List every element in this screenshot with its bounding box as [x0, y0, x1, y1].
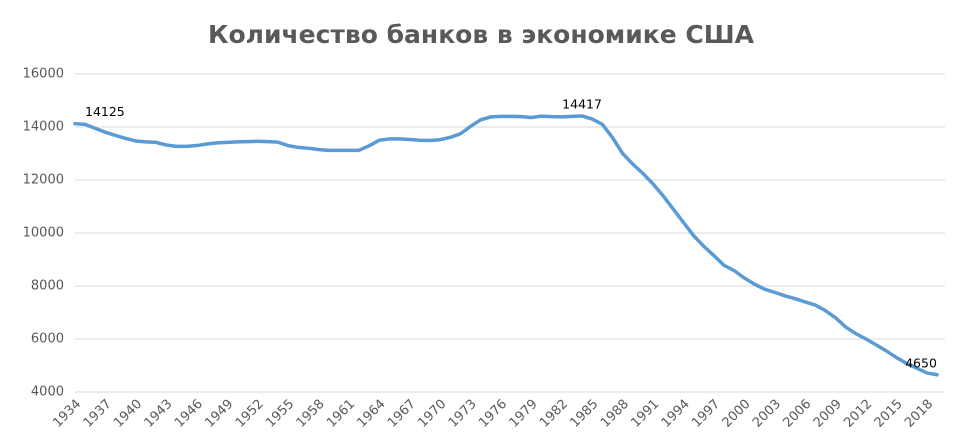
x-tick-label: 1961	[324, 397, 358, 431]
x-tick-label: 1973	[446, 397, 480, 431]
x-tick-label: 1976	[476, 397, 510, 431]
y-tick-label: 4000	[31, 385, 64, 400]
y-tick-label: 10000	[23, 226, 64, 241]
x-tick-label: 2006	[780, 397, 814, 431]
x-tick-label: 1952	[233, 397, 267, 431]
y-tick-label: 16000	[23, 67, 64, 82]
x-tick-label: 1937	[81, 397, 115, 431]
x-tick-label: 1988	[598, 397, 632, 431]
data-label: 14125	[85, 104, 125, 119]
x-tick-label: 1940	[111, 397, 145, 431]
x-tick-label: 1964	[355, 397, 389, 431]
line	[73, 114, 939, 377]
y-tick-label: 12000	[23, 173, 64, 188]
x-tick-label: 1994	[659, 397, 693, 431]
x-tick-label: 1997	[689, 397, 723, 431]
x-tick-label: 1982	[537, 397, 571, 431]
x-tick-label: 1943	[142, 397, 176, 431]
x-tick-label: 1955	[263, 397, 297, 431]
x-tick-label: 1970	[415, 397, 449, 431]
x-tick-label: 1949	[202, 397, 236, 431]
x-tick-label: 1967	[385, 397, 419, 431]
x-tick-label: 1934	[50, 397, 84, 431]
x-tick-label: 2012	[841, 397, 875, 431]
y-tick-label: 14000	[23, 120, 64, 135]
x-tick-label: 2003	[750, 397, 784, 431]
x-tick-label: 1979	[507, 397, 541, 431]
x-tick-label: 2015	[872, 397, 906, 431]
data-label: 4650	[905, 355, 937, 370]
x-tick-label: 1946	[172, 397, 206, 431]
x-tick-label: 2009	[811, 397, 845, 431]
x-tick-label: 1985	[567, 397, 601, 431]
y-tick-label: 6000	[31, 332, 64, 347]
chart-title: Количество банков в экономике США	[208, 20, 755, 49]
y-tick-label: 8000	[31, 279, 64, 294]
data-label: 14417	[562, 96, 602, 111]
x-tick-label: 1958	[294, 397, 328, 431]
x-tick-label: 2018	[902, 397, 936, 431]
x-tick-label: 1991	[628, 397, 662, 431]
x-tick-label: 2000	[720, 397, 754, 431]
